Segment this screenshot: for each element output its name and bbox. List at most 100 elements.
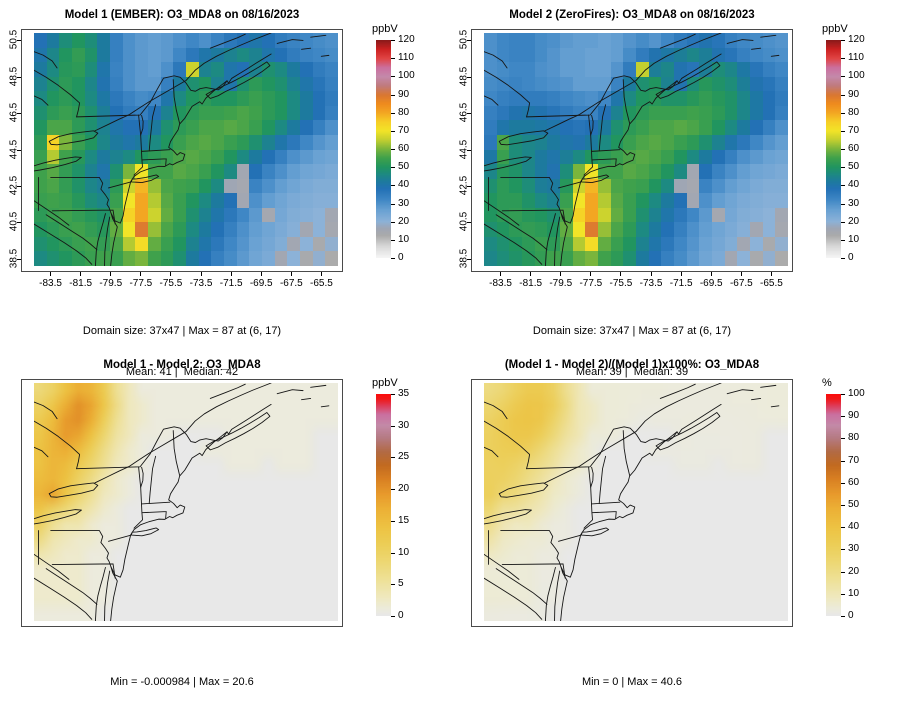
colorbar-unit-label: % bbox=[822, 377, 832, 389]
y-axis-tick-mark bbox=[17, 258, 21, 260]
x-axis-tick-label: -71.5 bbox=[669, 278, 693, 289]
stats-text: Min = -0.000984 | Max = 20.6 Mean: 2.26 … bbox=[21, 649, 343, 706]
y-axis-tick-label: 50.5 bbox=[8, 30, 20, 50]
panel-title: Model 1 - Model 2: O3_MDA8 bbox=[103, 359, 261, 371]
colorbar-unit-label: ppbV bbox=[372, 377, 398, 389]
colorbar-tick-label: 15 bbox=[398, 514, 410, 526]
colorbar-tick-mark bbox=[841, 149, 845, 150]
x-axis-tick-label: -67.5 bbox=[279, 278, 303, 289]
colorbar-tick-mark bbox=[841, 616, 845, 617]
y-axis-tick-mark bbox=[467, 222, 471, 224]
x-axis-tick-mark bbox=[740, 272, 742, 276]
colorbar-tick-label: 120 bbox=[848, 34, 865, 45]
y-axis-tick-mark bbox=[17, 113, 21, 115]
colorbar-tick-mark bbox=[391, 239, 395, 241]
colorbar-tick-mark bbox=[391, 149, 395, 150]
colorbar-tick-mark bbox=[841, 571, 845, 573]
map-frame bbox=[21, 379, 343, 627]
colorbar-tick-mark bbox=[391, 76, 395, 78]
map-outline-overlay bbox=[484, 383, 781, 621]
colorbar-tick-mark bbox=[841, 76, 845, 78]
x-axis-tick-mark bbox=[170, 272, 172, 276]
colorbar-tick-label: 10 bbox=[398, 546, 410, 558]
colorbar-tick-label: 0 bbox=[848, 610, 854, 621]
x-axis-tick-mark bbox=[770, 272, 772, 276]
colorbar-tick-label: 10 bbox=[848, 233, 860, 245]
y-axis-tick-mark bbox=[17, 76, 21, 78]
x-axis-tick-mark bbox=[260, 272, 262, 276]
colorbar-tick-mark bbox=[841, 416, 845, 418]
colorbar-tick-mark bbox=[391, 167, 395, 169]
colorbar-tick-label: 100 bbox=[848, 388, 865, 399]
map-frame bbox=[471, 379, 793, 627]
colorbar-tick-mark bbox=[841, 460, 845, 462]
colorbar-tick-label: 30 bbox=[398, 197, 410, 209]
colorbar-tick-mark bbox=[841, 203, 845, 205]
colorbar-tick-label: 60 bbox=[398, 143, 410, 154]
colorbar-tick-mark bbox=[391, 489, 395, 491]
colorbar-tick-label: 60 bbox=[848, 143, 860, 154]
y-axis-tick-mark bbox=[17, 149, 21, 151]
map-outline-overlay bbox=[484, 33, 781, 266]
colorbar: ppbV 0 10 20 30 40 50 60 70 80 90 100 110 120 bbox=[372, 6, 456, 336]
x-axis-tick-label: -65.5 bbox=[310, 278, 333, 289]
colorbar-tick-mark bbox=[391, 94, 395, 96]
y-axis-tick-mark bbox=[17, 185, 21, 187]
map-frame bbox=[21, 29, 343, 272]
y-axis-tick-label: 44.5 bbox=[8, 139, 20, 159]
colorbar-tick-label: 10 bbox=[398, 233, 410, 245]
colorbar-tick-mark bbox=[391, 616, 395, 617]
x-axis-tick-label: -83.5 bbox=[489, 278, 512, 289]
colorbar-tick-label: 80 bbox=[398, 106, 410, 118]
colorbar-tick-mark bbox=[391, 203, 395, 205]
x-axis-tick-mark bbox=[290, 272, 292, 276]
colorbar-tick-label: 0 bbox=[398, 610, 404, 621]
colorbar-tick-mark bbox=[391, 112, 395, 114]
colorbar-tick-label: 40 bbox=[398, 179, 410, 191]
colorbar-tick-label: 10 bbox=[848, 587, 860, 599]
colorbar-unit-label: ppbV bbox=[822, 23, 848, 35]
panel-difference: Model 1 - Model 2: O3_MDA8 Min = -0.0009… bbox=[10, 356, 458, 704]
x-axis-tick-label: -79.5 bbox=[99, 278, 123, 289]
colorbar-tick-mark bbox=[841, 130, 845, 132]
panel-title: Model 1 (EMBER): O3_MDA8 on 08/16/2023 bbox=[64, 9, 300, 21]
x-axis-tick-mark bbox=[560, 272, 562, 276]
panel-title: (Model 1 - Model 2)/(Model 1)x100%: O3_M… bbox=[504, 359, 760, 371]
colorbar-tick-label: 100 bbox=[848, 70, 865, 82]
colorbar-tick-mark bbox=[841, 185, 845, 187]
colorbar-tick-label: 20 bbox=[848, 565, 860, 577]
heatmap-raster bbox=[34, 33, 338, 266]
colorbar-tick-label: 80 bbox=[848, 432, 860, 444]
colorbar-tick-label: 70 bbox=[848, 124, 860, 136]
y-axis-tick-mark bbox=[467, 149, 471, 151]
colorbar: ppbV 0 5 10 15 20 25 30 35 bbox=[372, 356, 456, 686]
x-axis-tick-mark bbox=[710, 272, 712, 276]
stats-line1: Domain size: 37x47 | Max = 87 at (6, 17) bbox=[532, 325, 732, 337]
x-axis-tick-label: -67.5 bbox=[729, 278, 753, 289]
colorbar-tick-label: 70 bbox=[398, 124, 410, 136]
colorbar-tick-mark bbox=[841, 482, 845, 484]
map-frame bbox=[471, 29, 793, 272]
colorbar-tick-label: 120 bbox=[398, 34, 415, 45]
stats-text: Domain size: 37x47 | Max = 87 at (6, 17)… bbox=[471, 298, 793, 406]
heatmap-raster bbox=[34, 383, 338, 621]
stats-text: Min = 0 | Max = 40.6 Mean: 5.2 | Median:… bbox=[471, 649, 793, 706]
colorbar-tick-label: 90 bbox=[848, 410, 860, 422]
x-axis-tick-label: -79.5 bbox=[549, 278, 573, 289]
colorbar-tick-label: 0 bbox=[398, 252, 404, 263]
x-axis-tick-mark bbox=[110, 272, 112, 276]
colorbar-tick-label: 60 bbox=[848, 476, 860, 488]
x-axis-tick-label: -75.5 bbox=[609, 278, 633, 289]
colorbar-tick-label: 40 bbox=[848, 179, 860, 191]
colorbar: ppbV 0 10 20 30 40 50 60 70 80 90 100 110 120 bbox=[822, 6, 900, 336]
colorbar-tick-label: 70 bbox=[848, 454, 860, 466]
stats-line1: Domain size: 37x47 | Max = 87 at (6, 17) bbox=[82, 325, 282, 337]
x-axis-tick-label: -69.5 bbox=[699, 278, 723, 289]
colorbar-tick-mark bbox=[391, 258, 395, 259]
colorbar-tick-mark bbox=[391, 130, 395, 132]
y-axis-tick-label: 38.5 bbox=[458, 248, 470, 268]
colorbar-tick-mark bbox=[841, 58, 845, 60]
panel-title: Model 2 (ZeroFires): O3_MDA8 on 08/16/20… bbox=[509, 9, 755, 21]
x-axis-tick-mark bbox=[200, 272, 202, 276]
